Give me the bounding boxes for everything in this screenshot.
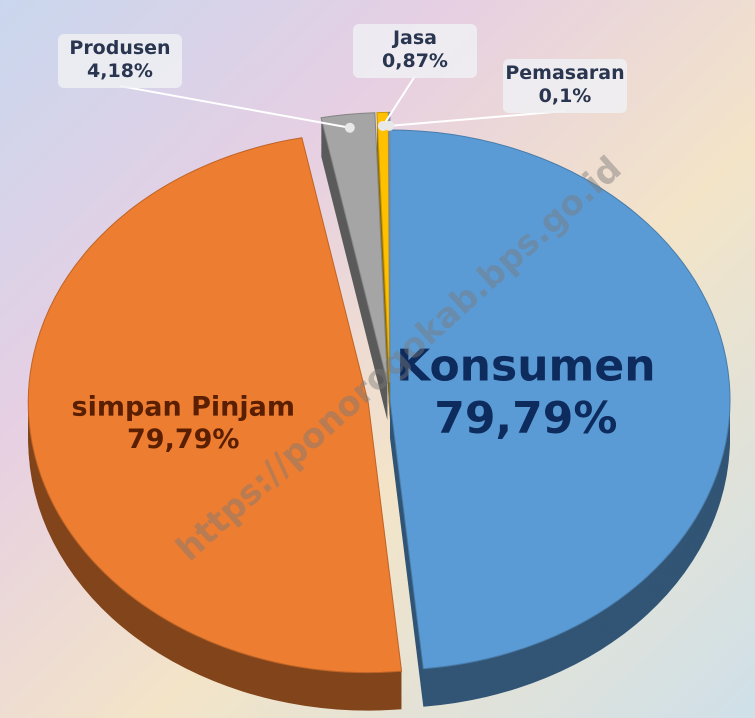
value-label: 79,79% [127,424,239,455]
leader-dot [344,122,355,133]
category-label: Konsumen [396,340,655,391]
leader-line [389,110,566,127]
category-label: Jasa [391,27,437,49]
category-label: Pemasaran [505,62,624,84]
value-label: 4,18% [87,60,153,82]
category-label: simpan Pinjam [72,392,296,423]
category-label: Produsen [69,37,170,59]
slice [389,129,731,670]
label-box [353,24,477,78]
leader-line [119,85,351,129]
slice [320,112,388,383]
leader-dot [384,120,395,131]
leader-line [382,75,416,127]
slice [388,111,391,383]
label-box [58,34,182,88]
slice [27,137,403,674]
value-label: 0,1% [539,85,592,107]
value-label: 79,79% [434,393,617,444]
pie [27,111,731,711]
value-label: 0,87% [382,50,448,72]
label-box [503,59,627,113]
